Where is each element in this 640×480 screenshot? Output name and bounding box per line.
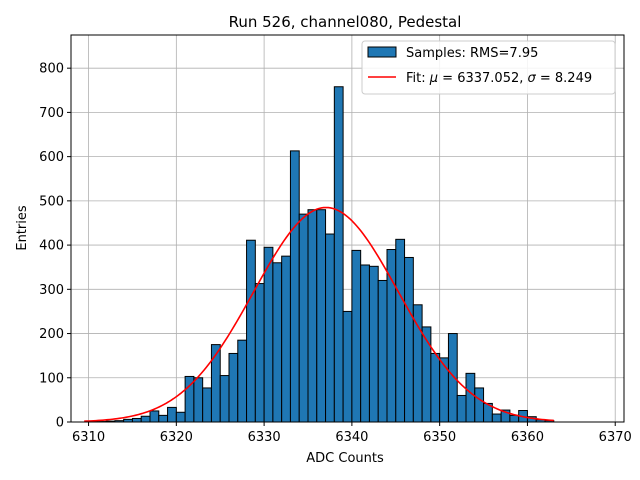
x-tick-label: 6360 [511,430,544,445]
y-tick-label: 500 [39,194,64,209]
histogram-bar [465,372,476,423]
histogram-bar [202,387,212,423]
histogram-bar [404,256,414,423]
histogram-bar [325,233,335,423]
y-axis-ticks: 0 100 200 300 400 500 600 700 800 [39,62,71,431]
x-axis-ticks: 6310 6320 6330 6340 6350 6360 6370 [72,422,632,445]
histogram-bar [254,283,265,423]
histogram-bar [351,249,362,423]
legend-box [361,40,616,95]
histogram-bar [140,415,151,423]
histogram-bar [281,255,291,423]
histogram-bar [430,352,441,423]
histogram-bar [210,344,221,423]
chart-title: Run 526, channel080, Pedestal [229,13,462,31]
y-tick-label: 700 [39,106,64,121]
histogram-bar [395,238,406,423]
legend-mu-symbol: μ [429,71,438,86]
y-axis-label: Entries [15,205,30,251]
histogram-bar [412,304,423,423]
histogram-bar [439,357,449,423]
histogram-bar [193,377,204,423]
gaussian-fit-curve [84,206,554,422]
y-tick-label: 400 [39,239,64,254]
histogram-bar [289,150,300,423]
y-tick-label: 600 [39,150,64,165]
y-tick-label: 300 [39,283,64,298]
x-axis-label: ADC Counts [306,451,384,466]
legend-sigma-symbol: σ [528,71,537,86]
y-tick-label: 800 [39,62,64,77]
y-tick-label: 200 [39,327,64,342]
x-tick-label: 6320 [160,430,193,445]
histogram-bar [307,209,318,423]
histogram-bar [158,414,169,423]
x-tick-label: 6350 [423,430,456,445]
histogram-bar [237,339,248,423]
histogram-bar [333,86,344,423]
histogram-bar [246,239,256,423]
histogram-bar [456,394,467,423]
histogram-bar [131,417,142,423]
x-tick-label: 6330 [248,430,281,445]
histogram-bar [509,414,520,423]
histogram-bar [447,333,458,423]
x-tick-label: 6340 [335,430,368,445]
histogram-bar [219,375,230,423]
histogram-bar [167,406,177,423]
x-tick-label: 6310 [72,430,105,445]
legend: Samples: RMS=7.95 Fit: μ = 6337.052, σ =… [361,40,616,95]
histogram-bar [474,387,485,423]
legend-label-samples: Samples: RMS=7.95 [406,46,538,61]
legend-mu-text: = 6337.052, [438,71,527,86]
histogram-bar [342,310,353,423]
histogram-bars [88,86,555,423]
histogram-bar [316,209,327,423]
histogram-bar [298,213,309,423]
histogram-bar [491,413,502,423]
histogram-bar [377,279,388,423]
y-tick-label: 0 [56,416,64,431]
histogram-bar [175,411,186,423]
legend-swatch-samples [367,46,397,58]
histogram-bar [149,410,160,423]
legend-sigma-text: = 8.249 [536,71,592,86]
histogram-bar [272,262,283,423]
y-tick-label: 100 [39,371,64,386]
plot-frame [70,34,625,423]
histogram-bar [263,246,274,423]
histogram-bar [228,352,239,423]
legend-fit-prefix: Fit: [406,71,430,86]
histogram-bar [368,265,379,423]
histogram-bar [360,264,370,423]
x-tick-label: 6370 [599,430,632,445]
legend-label-fit: Fit: μ = 6337.052, σ = 8.249 [406,71,592,86]
